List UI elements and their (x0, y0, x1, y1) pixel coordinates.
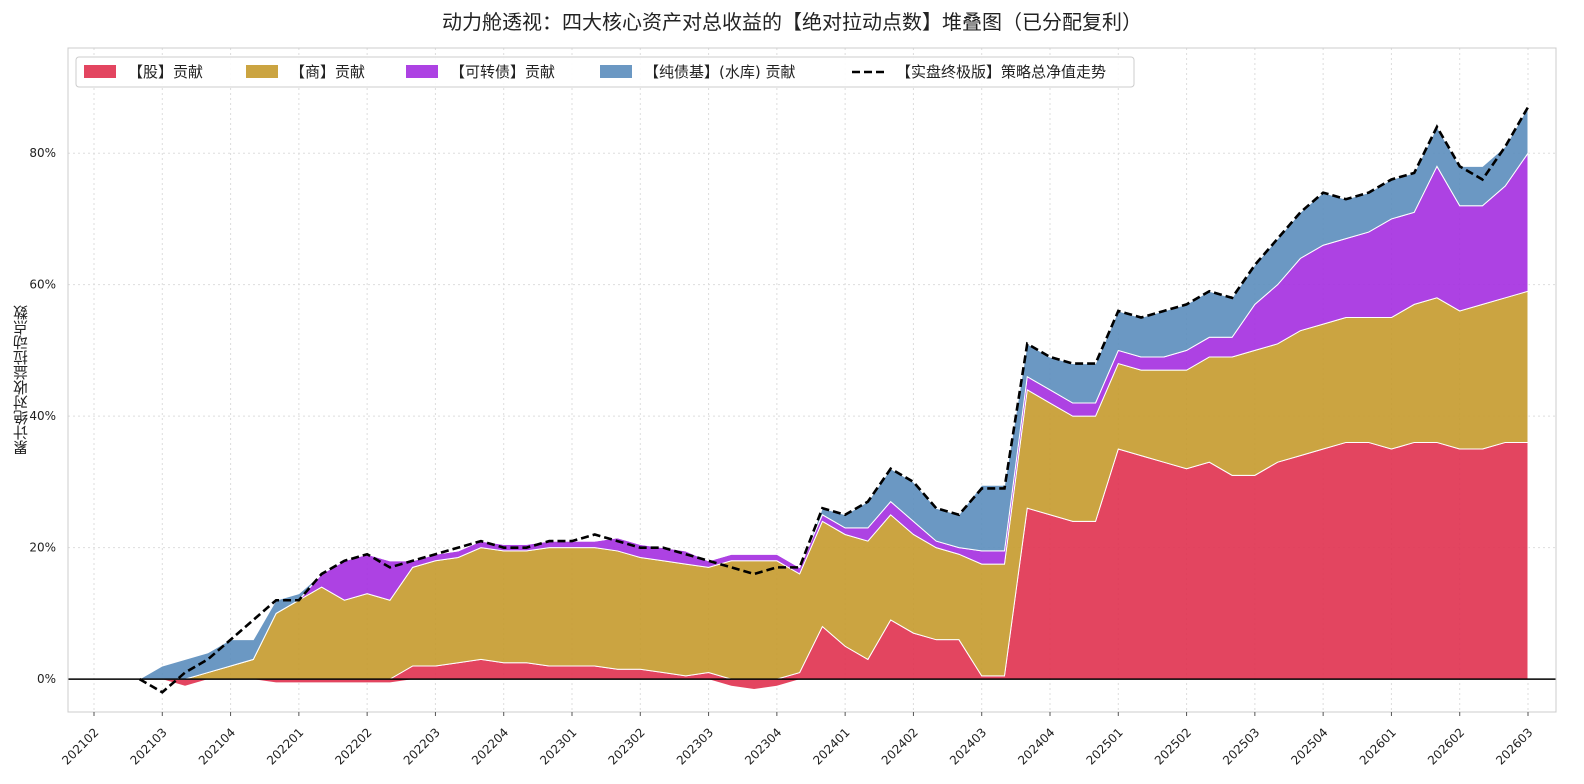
y-tick-label: 80% (29, 146, 56, 160)
plot-frame (67, 47, 1557, 713)
x-tick-label: 202404 (1015, 725, 1057, 767)
y-tick-label: 60% (29, 278, 56, 292)
legend-label-2: 【可转债】贡献 (450, 63, 555, 81)
x-tick-label: 202503 (1220, 725, 1262, 767)
x-tick-label: 202202 (332, 725, 374, 767)
x-tick-label: 202102 (59, 725, 101, 767)
x-tick-label: 202603 (1493, 725, 1535, 767)
legend-swatch-1 (246, 65, 278, 78)
x-tick-label: 202501 (1084, 725, 1126, 767)
x-tick-label: 202103 (128, 725, 170, 767)
x-tick-label: 202301 (537, 725, 579, 767)
line-layer (68, 106, 1556, 694)
x-tick-label: 202302 (606, 725, 648, 767)
legend-swatch-0 (84, 65, 116, 78)
legend-label-3: 【纯债基】(水库) 贡献 (644, 63, 795, 81)
area-series-0-negative (139, 679, 1528, 689)
y-tick-label: 20% (29, 541, 56, 555)
x-tick-label: 202303 (674, 725, 716, 767)
x-tick-label: 202201 (264, 725, 306, 767)
area-layer (137, 105, 1529, 689)
x-tick-label: 202504 (1288, 725, 1330, 767)
y-tick-label: 40% (29, 409, 56, 423)
x-tick-label: 202203 (401, 725, 443, 767)
area-series-3 (137, 105, 1529, 680)
legend-label-0: 【股】贡献 (128, 63, 203, 81)
x-tick-label: 202601 (1357, 725, 1399, 767)
x-tick-label: 202602 (1425, 725, 1467, 767)
legend-swatch-2 (406, 65, 438, 78)
legend-label-1: 【商】贡献 (290, 63, 365, 81)
x-tick-label: 202104 (196, 725, 238, 767)
x-tick-label: 202402 (879, 725, 921, 767)
legend-label-4: 【实盘终极版】策略总净值走势 (896, 63, 1106, 81)
y-tick-label: 0% (37, 672, 56, 686)
legend-swatch-3 (600, 65, 632, 78)
x-tick-label: 202401 (810, 725, 852, 767)
chart-title: 动力舱透视：四大核心资产对总收益的【绝对拉动点数】堆叠图（已分配复利） (442, 10, 1142, 34)
series-line-total-nav (138, 106, 1530, 694)
x-tick-label: 202204 (469, 725, 511, 767)
x-tick-label: 202502 (1152, 725, 1194, 767)
x-tick-label: 202304 (742, 725, 784, 767)
legend: 【股】贡献 【商】贡献 【可转债】贡献 【纯债基】(水库) 贡献 【实盘终极版】策略总净… (75, 56, 1135, 88)
x-tick-label: 202403 (947, 725, 989, 767)
